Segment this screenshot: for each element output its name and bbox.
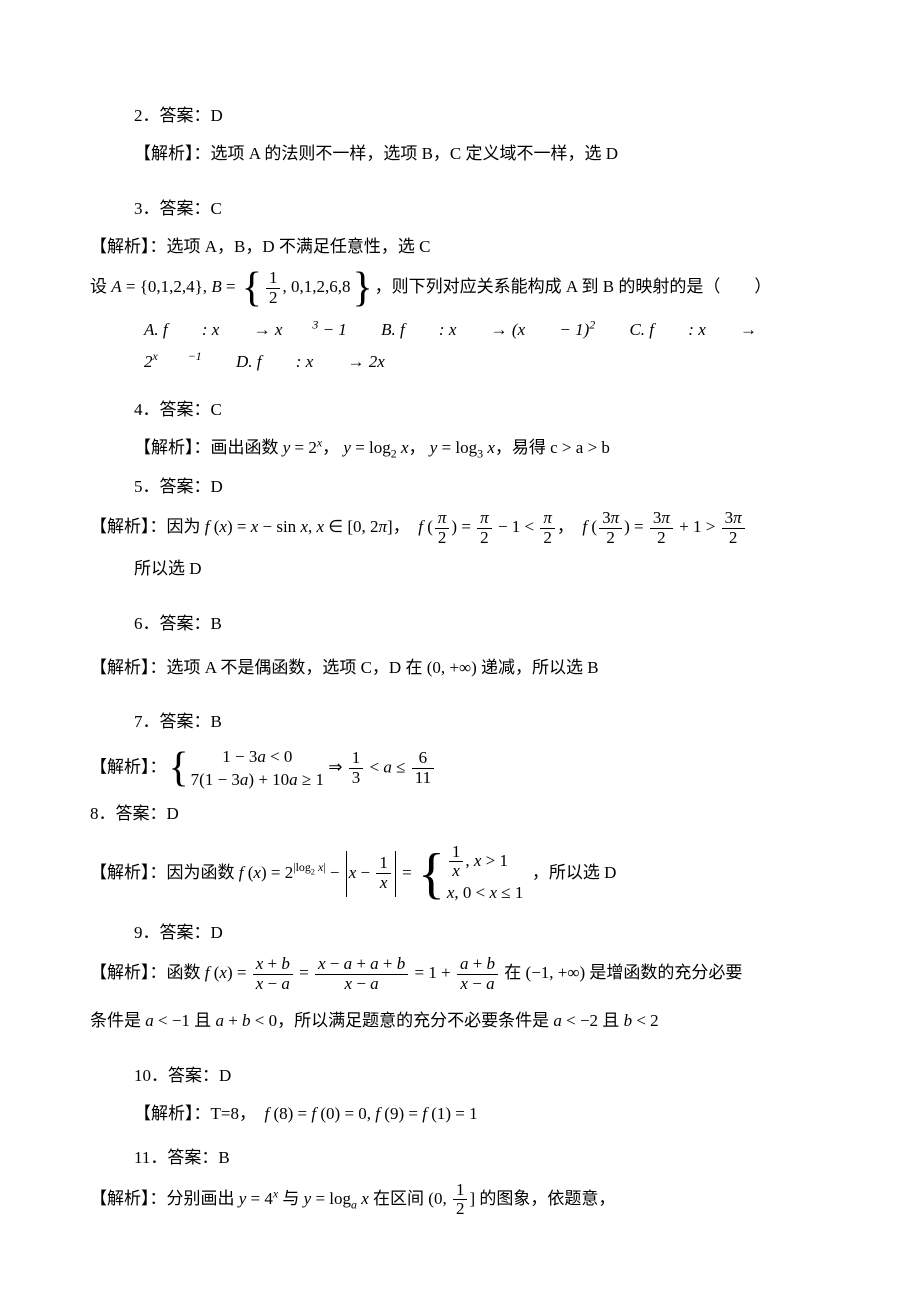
q10-jiexi: 【解析】：T=8， f (8) = f (0) = 0, f (9) = f (… [90,1098,830,1130]
q4-jiexi: 【解析】：画出函数 y = 2x， y = log2 x， y = log3 x… [90,432,830,464]
q9-jiexi-l2: 条件是 a < −1 且 a + b < 0，所以满足题意的充分不必要条件是 a… [90,1005,830,1037]
opt-B: B. f : x → (x − 1)2 [381,320,595,339]
q6-answer: 6．答案：B [90,608,830,640]
q6-jiexi: 【解析】：选项 A 不是偶函数，选项 C，D 在 (0, +∞) 递减，所以选 … [90,652,830,684]
q3-answer: 3．答案：C [90,193,830,225]
q5-jiexi: 【解析】：因为 f (x) = x − sin x, x ∈ [0, 2π]， … [90,509,830,547]
q11-jiexi: 【解析】：分别画出 y = 4x 与 y = loga x 在区间 (0, 12… [90,1181,830,1219]
q8-answer: 8．答案：D [90,798,830,830]
set-pre: 设 [90,277,111,296]
q7-jiexi: 【解析】：{ 1 − 3a < 0 7(1 − 3a) + 10a ≥ 1 ⇒ … [90,745,830,793]
q9-answer: 9．答案：D [90,917,830,949]
q3-set-line: 设 A = {0,1,2,4}, B = {12, 0,1,2,6,8}，则下列… [90,269,830,307]
q7-answer: 7．答案：B [90,706,830,738]
q3-options: A. f : x → x3 − 1 B. f : x → (x − 1)2 C.… [90,314,830,379]
q4-tail: ，易得 c > a > b [495,438,610,457]
set-A: A [111,277,121,296]
q5-tail: 所以选 D [90,553,830,585]
q10-answer: 10．答案：D [90,1060,830,1092]
q2-jiexi: 【解析】：选项 A 的法则不一样，选项 B，C 定义域不一样，选 D [90,138,830,170]
page: 2．答案：D 【解析】：选项 A 的法则不一样，选项 B，C 定义域不一样，选 … [0,0,920,1285]
set-post: ，则下列对应关系能构成 A 到 B 的映射的是（ ） [375,277,772,296]
q4-pre: 【解析】：画出函数 [134,438,283,457]
opt-D: D. f : x → 2x [236,352,415,371]
q5-answer: 5．答案：D [90,471,830,503]
opt-A: A. f : x → x3 − 1 [144,320,347,339]
set-B-rest: , 0,1,2,6,8 [282,277,350,296]
q3-jiexi: 【解析】：选项 A，B，D 不满足任意性，选 C [90,231,830,263]
q8-jiexi: 【解析】：因为函数 f (x) = 2|log2 x| − x − 1x = {… [90,843,830,905]
q9-jiexi-l1: 【解析】：函数 f (x) = x + bx − a = x − a + a +… [90,955,830,993]
q2-answer: 2．答案：D [90,100,830,132]
q4-answer: 4．答案：C [90,394,830,426]
q11-answer: 11．答案：B [90,1142,830,1174]
